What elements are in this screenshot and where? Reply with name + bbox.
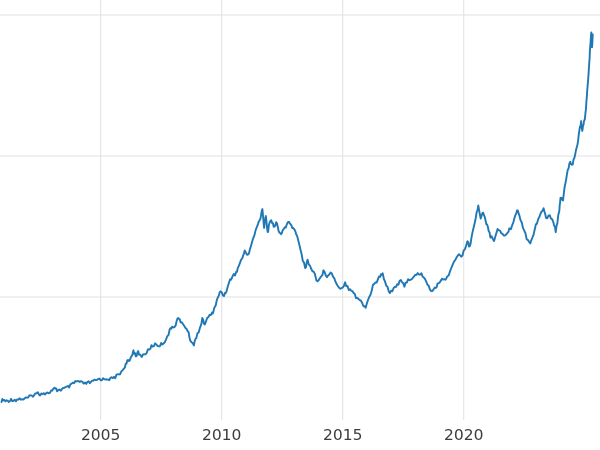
price-line — [0, 31, 594, 403]
